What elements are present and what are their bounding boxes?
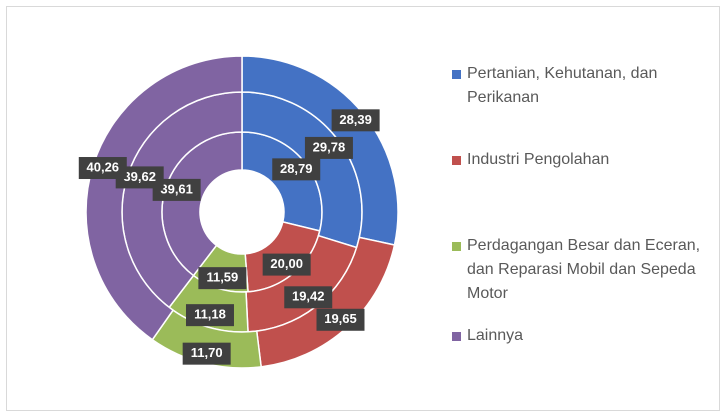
- legend-swatch: [452, 70, 461, 79]
- data-label: 28,79: [272, 158, 321, 181]
- data-label: 28,39: [331, 109, 380, 132]
- data-label-box: [316, 308, 365, 331]
- data-label: 11,18: [185, 304, 234, 327]
- legend-item: Lainnya: [452, 324, 712, 348]
- data-label-box: [304, 136, 353, 159]
- data-label-box: [152, 178, 201, 201]
- data-label-text: 20,00: [270, 256, 303, 271]
- data-label-box: [198, 267, 247, 290]
- donut-segment: [85, 55, 243, 341]
- data-label: 20,00: [262, 253, 311, 276]
- legend-swatch: [452, 332, 461, 341]
- legend-label: Industri Pengolahan: [467, 151, 610, 168]
- chart-frame: [6, 6, 720, 411]
- data-label: 29,78: [304, 136, 353, 159]
- data-label: 19,42: [284, 286, 333, 309]
- legend-swatch: [452, 156, 461, 165]
- data-label-box: [182, 342, 231, 365]
- legend-item: Perdagangan Besar dan Eceran, dan Repara…: [452, 234, 712, 306]
- data-label-box: [262, 253, 311, 276]
- data-label-text: 28,79: [280, 161, 313, 176]
- data-label-text: 11,70: [191, 345, 223, 360]
- legend-item: Industri Pengolahan: [452, 148, 712, 172]
- data-label: 11,59: [198, 267, 247, 290]
- data-label-text: 29,78: [313, 139, 346, 154]
- legend-label: Lainnya: [467, 327, 524, 344]
- legend-item: Pertanian, Kehutanan, dan Perikanan: [452, 62, 712, 110]
- data-label-text: 19,65: [324, 311, 357, 326]
- data-label-text: 11,18: [194, 307, 226, 322]
- data-label-text: 19,42: [292, 289, 325, 304]
- data-label-box: [284, 286, 333, 309]
- legend-label: Perdagangan Besar dan Eceran, dan Repara…: [467, 237, 701, 302]
- data-label: 39,62: [115, 166, 164, 189]
- data-label: 19,65: [316, 308, 365, 331]
- data-label-text: 28,39: [339, 112, 372, 127]
- legend-label: Pertanian, Kehutanan, dan Perikanan: [467, 65, 658, 106]
- data-label-text: 39,62: [123, 169, 156, 184]
- data-label: 39,61: [152, 178, 201, 201]
- data-label-text: 11,59: [206, 270, 238, 285]
- data-label-box: [185, 304, 234, 327]
- data-label: 40,26: [78, 157, 127, 180]
- data-label-box: [115, 166, 164, 189]
- data-label: 11,70: [182, 342, 231, 365]
- data-label-box: [331, 109, 380, 132]
- data-label-box: [272, 158, 321, 181]
- data-label-text: 40,26: [87, 159, 120, 174]
- legend-swatch: [452, 242, 461, 251]
- data-label-text: 39,61: [160, 181, 193, 196]
- data-label-box: [78, 157, 127, 180]
